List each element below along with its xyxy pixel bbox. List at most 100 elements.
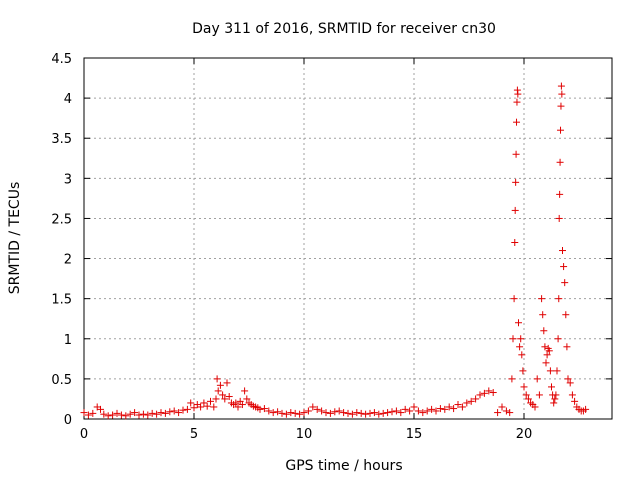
data-point [392,407,400,415]
data-point [414,407,422,415]
y-axis-label: SRMTID / TECUs [7,182,23,295]
data-point [144,411,152,419]
data-point [326,409,334,417]
y-tick-label: 2.5 [51,212,72,227]
data-point [480,389,488,397]
data-point [553,367,561,375]
data-point [260,405,268,413]
data-point [384,409,392,417]
data-point [559,247,566,255]
x-tick-label: 15 [406,427,423,442]
data-point [335,407,343,415]
data-point [556,158,564,166]
data-point [557,126,565,134]
data-point [518,351,526,359]
data-point [234,403,242,411]
data-point [241,387,249,395]
data-point [561,279,569,287]
data-point [322,409,330,417]
data-point [520,383,528,391]
data-point [278,409,286,417]
data-point [546,367,554,375]
data-point [432,407,440,415]
data-point [256,405,264,413]
data-point [213,375,221,383]
data-point [304,407,312,415]
x-tick-label: 5 [190,427,198,442]
data-point [210,403,218,411]
data-point [153,410,161,418]
data-point [379,409,387,417]
x-tick-label: 0 [80,427,88,442]
data-point [513,98,521,106]
data-point [423,407,431,415]
data-point [510,295,518,303]
data-point [436,405,444,413]
data-point [183,405,191,413]
data-point [148,409,156,417]
data-point [535,391,543,399]
data-point [225,393,233,401]
data-point [538,295,546,303]
data-point [243,395,251,403]
data-point [131,409,139,417]
data-point [489,389,497,397]
data-point [428,405,436,413]
data-point [555,295,563,303]
data-point [212,395,220,403]
y-tick-label: 1.5 [51,293,72,308]
y-tick-label: 3 [64,172,72,187]
data-point [522,391,530,399]
y-tick-label: 4 [64,92,72,107]
data-point [200,399,208,407]
data-point [557,82,565,90]
data-point [410,403,418,411]
y-tick-label: 4.5 [51,52,72,67]
data-point [502,407,510,415]
data-point [515,319,522,327]
data-point [122,412,130,420]
data-point [454,401,462,409]
data-point [512,150,520,158]
data-point [508,375,516,383]
data-point [203,402,211,410]
data-point [175,409,183,417]
data-point [542,359,550,367]
data-point [296,410,304,418]
data-point [331,408,339,416]
data-point [512,178,520,186]
data-point [313,405,321,413]
data-point [419,409,427,417]
data-point [498,403,506,411]
data-point [550,399,558,407]
data-point [494,409,502,417]
data-point [274,408,282,416]
data-point [571,397,579,405]
data-point [344,409,352,417]
data-point [166,408,174,416]
data-point [357,409,365,417]
data-point [269,409,277,417]
data-point [340,409,348,417]
data-point [135,411,143,419]
data-point [309,403,317,411]
data-point [84,411,92,419]
data-point [533,375,541,383]
data-point [216,381,224,389]
data-point [472,395,480,403]
data-point [291,409,299,417]
data-point [100,410,108,418]
data-point [238,401,246,409]
data-point [514,90,522,98]
data-point [506,409,514,417]
chart-title: Day 311 of 2016, SRMTID for receiver cn3… [192,21,496,37]
data-point [300,409,308,417]
data-point [219,391,227,399]
data-point [524,395,532,403]
data-point [265,407,273,415]
data-point [353,409,361,417]
data-point [80,409,88,417]
y-tick-label: 1 [64,333,72,348]
data-points [80,82,590,420]
